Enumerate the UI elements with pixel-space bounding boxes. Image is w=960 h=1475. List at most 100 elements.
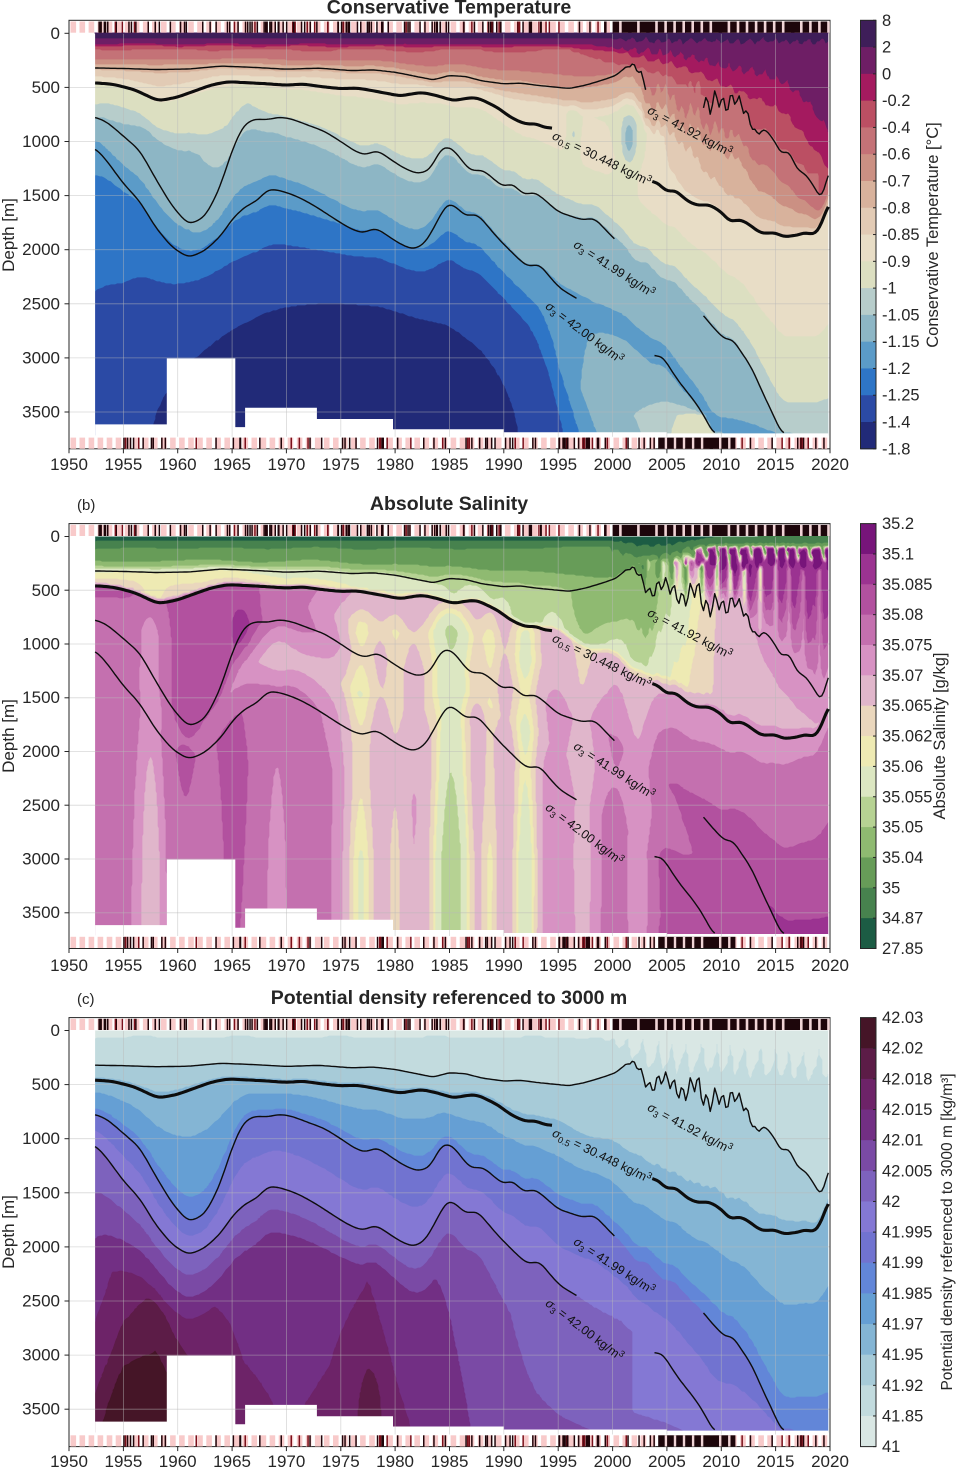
svg-text:-1: -1 xyxy=(882,280,897,298)
svg-text:-1.15: -1.15 xyxy=(882,333,920,351)
svg-text:1990: 1990 xyxy=(485,956,523,975)
svg-text:42: 42 xyxy=(882,1193,900,1211)
svg-text:-0.6: -0.6 xyxy=(882,146,910,164)
svg-text:2010: 2010 xyxy=(702,1452,740,1470)
svg-text:1980: 1980 xyxy=(376,455,414,474)
svg-text:2010: 2010 xyxy=(702,455,740,474)
svg-text:41: 41 xyxy=(882,1438,900,1456)
svg-text:1960: 1960 xyxy=(159,455,197,474)
svg-text:1980: 1980 xyxy=(376,1452,414,1470)
svg-text:2000: 2000 xyxy=(594,956,632,975)
svg-text:1955: 1955 xyxy=(104,455,142,474)
svg-text:42.015: 42.015 xyxy=(882,1101,932,1119)
svg-text:1000: 1000 xyxy=(22,635,60,654)
svg-text:1985: 1985 xyxy=(431,1452,469,1470)
svg-text:42.02: 42.02 xyxy=(882,1040,923,1058)
svg-text:41.99: 41.99 xyxy=(882,1254,923,1272)
svg-text:2: 2 xyxy=(882,39,891,57)
svg-text:-0.8: -0.8 xyxy=(882,199,910,217)
svg-text:2005: 2005 xyxy=(648,455,686,474)
svg-text:0: 0 xyxy=(51,527,60,546)
svg-text:1965: 1965 xyxy=(213,455,251,474)
svg-text:Potential density referenced t: Potential density referenced to 3000 m xyxy=(271,987,628,1009)
svg-text:2020: 2020 xyxy=(811,455,849,474)
svg-text:1995: 1995 xyxy=(539,455,577,474)
svg-text:500: 500 xyxy=(32,581,60,600)
svg-text:1960: 1960 xyxy=(159,1452,197,1470)
svg-text:8: 8 xyxy=(882,12,891,30)
svg-text:35.062: 35.062 xyxy=(882,728,932,746)
svg-text:1950: 1950 xyxy=(50,1452,88,1470)
svg-text:0: 0 xyxy=(51,1021,60,1040)
svg-text:1975: 1975 xyxy=(322,1452,360,1470)
svg-text:-0.2: -0.2 xyxy=(882,92,910,110)
svg-text:-0.4: -0.4 xyxy=(882,119,910,137)
svg-text:1500: 1500 xyxy=(22,688,60,707)
svg-text:41.95: 41.95 xyxy=(882,1346,923,1364)
svg-text:3000: 3000 xyxy=(22,850,60,869)
svg-text:1950: 1950 xyxy=(50,956,88,975)
svg-text:-1.2: -1.2 xyxy=(882,360,910,378)
svg-text:1960: 1960 xyxy=(159,956,197,975)
svg-text:2000: 2000 xyxy=(22,742,60,761)
svg-text:-1.25: -1.25 xyxy=(882,387,920,405)
svg-text:1995: 1995 xyxy=(539,1452,577,1470)
svg-text:42.018: 42.018 xyxy=(882,1070,932,1088)
svg-text:35.075: 35.075 xyxy=(882,637,932,655)
svg-text:1950: 1950 xyxy=(50,455,88,474)
svg-text:1975: 1975 xyxy=(322,455,360,474)
svg-text:500: 500 xyxy=(32,1075,60,1094)
svg-text:Conservative Temperature [°C]: Conservative Temperature [°C] xyxy=(924,122,942,347)
svg-text:1000: 1000 xyxy=(22,1129,60,1148)
svg-text:Depth [m]: Depth [m] xyxy=(0,699,18,773)
svg-text:1965: 1965 xyxy=(213,1452,251,1470)
svg-text:1500: 1500 xyxy=(22,186,60,205)
svg-text:2015: 2015 xyxy=(757,455,795,474)
svg-text:(c): (c) xyxy=(77,991,95,1008)
svg-text:35: 35 xyxy=(882,879,900,897)
svg-text:2000: 2000 xyxy=(594,1452,632,1470)
svg-text:2500: 2500 xyxy=(22,796,60,815)
svg-text:2020: 2020 xyxy=(811,956,849,975)
svg-text:35.085: 35.085 xyxy=(882,576,932,594)
svg-text:Conservative Temperature: Conservative Temperature xyxy=(327,0,572,19)
svg-text:Absolute Salinity: Absolute Salinity xyxy=(370,493,528,515)
svg-text:-1.4: -1.4 xyxy=(882,414,910,432)
svg-text:35.065: 35.065 xyxy=(882,697,932,715)
svg-text:3000: 3000 xyxy=(22,348,60,367)
svg-text:27.85: 27.85 xyxy=(882,940,923,958)
svg-text:1990: 1990 xyxy=(485,1452,523,1470)
svg-text:0: 0 xyxy=(51,24,60,43)
svg-text:2005: 2005 xyxy=(648,1452,686,1470)
svg-text:2000: 2000 xyxy=(22,1237,60,1256)
svg-text:41.85: 41.85 xyxy=(882,1407,923,1425)
svg-text:1975: 1975 xyxy=(322,956,360,975)
svg-text:2500: 2500 xyxy=(22,1292,60,1311)
svg-text:35.2: 35.2 xyxy=(882,515,914,533)
svg-text:1500: 1500 xyxy=(22,1183,60,1202)
svg-text:-1.05: -1.05 xyxy=(882,306,920,324)
svg-text:3500: 3500 xyxy=(22,1400,60,1419)
svg-text:2005: 2005 xyxy=(648,956,686,975)
svg-text:3000: 3000 xyxy=(22,1346,60,1365)
svg-text:3500: 3500 xyxy=(22,903,60,922)
svg-text:1000: 1000 xyxy=(22,132,60,151)
svg-text:Depth [m]: Depth [m] xyxy=(0,198,18,272)
svg-text:(b): (b) xyxy=(77,497,95,514)
svg-text:2020: 2020 xyxy=(811,1452,849,1470)
svg-text:1970: 1970 xyxy=(267,455,305,474)
svg-text:1955: 1955 xyxy=(104,956,142,975)
svg-text:-0.9: -0.9 xyxy=(882,253,910,271)
svg-text:2000: 2000 xyxy=(22,240,60,259)
svg-text:35.055: 35.055 xyxy=(882,788,932,806)
svg-text:42.03: 42.03 xyxy=(882,1009,923,1027)
svg-text:2500: 2500 xyxy=(22,294,60,313)
svg-text:1970: 1970 xyxy=(267,1452,305,1470)
svg-text:2015: 2015 xyxy=(757,1452,795,1470)
svg-text:0: 0 xyxy=(882,65,891,83)
svg-text:1985: 1985 xyxy=(431,455,469,474)
svg-text:1985: 1985 xyxy=(431,956,469,975)
svg-text:2010: 2010 xyxy=(702,956,740,975)
svg-text:41.995: 41.995 xyxy=(882,1224,932,1242)
svg-text:2015: 2015 xyxy=(757,956,795,975)
